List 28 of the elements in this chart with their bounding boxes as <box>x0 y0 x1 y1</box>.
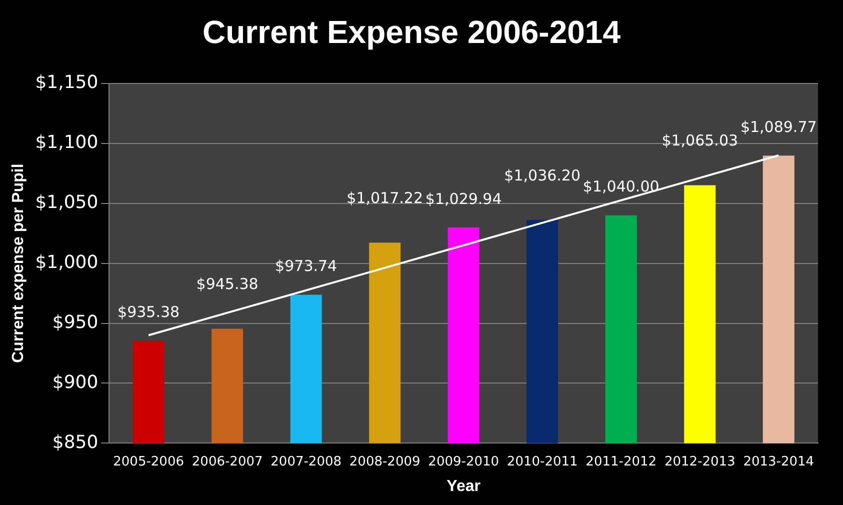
x-tick-label: 2010-2011 <box>506 454 578 470</box>
x-tick-label: 2012-2013 <box>664 454 736 470</box>
data-label: $1,040.00 <box>582 178 660 196</box>
data-label: $1,065.03 <box>662 132 738 150</box>
x-axis-title: Year <box>446 478 480 495</box>
y-tick-label: $900 <box>52 372 98 393</box>
y-tick-label: $1,150 <box>35 72 98 94</box>
data-label: $1,029.94 <box>425 190 502 208</box>
chart-title: Current Expense 2006-2014 <box>202 14 621 50</box>
data-label: $1,089.77 <box>740 118 817 136</box>
x-tick-label: 2009-2010 <box>428 454 500 470</box>
x-tick-label: 2011-2012 <box>586 454 657 470</box>
y-tick-label: $1,050 <box>35 192 98 214</box>
data-label: $935.38 <box>118 303 180 322</box>
data-label: $1,036.20 <box>504 166 581 184</box>
x-tick-label: 2006-2007 <box>192 454 263 470</box>
x-tick-label: 2007-2008 <box>270 454 342 470</box>
x-tick-label: 2008-2009 <box>349 454 420 470</box>
y-tick-label: $1,100 <box>35 132 98 154</box>
x-tick-label: 2005-2006 <box>113 454 184 470</box>
data-label: $1,017.22 <box>346 189 424 208</box>
x-tick-label: 2013-2014 <box>743 454 814 470</box>
data-label: $973.74 <box>275 257 338 276</box>
data-label: $945.38 <box>196 275 258 294</box>
y-tick-label: $1,000 <box>35 252 98 273</box>
y-axis-title: Current expense per Pupil <box>10 164 28 363</box>
y-tick-label: $850 <box>52 432 98 453</box>
y-tick-label: $950 <box>52 312 98 333</box>
